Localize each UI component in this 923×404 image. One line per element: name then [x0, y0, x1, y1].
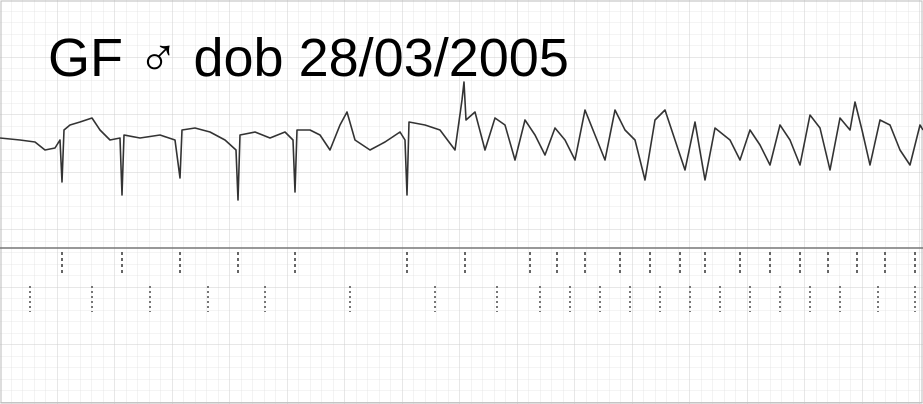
ecg-trace [0, 81, 923, 201]
patient-label: GF ♂ dob 28/03/2005 [48, 28, 569, 88]
